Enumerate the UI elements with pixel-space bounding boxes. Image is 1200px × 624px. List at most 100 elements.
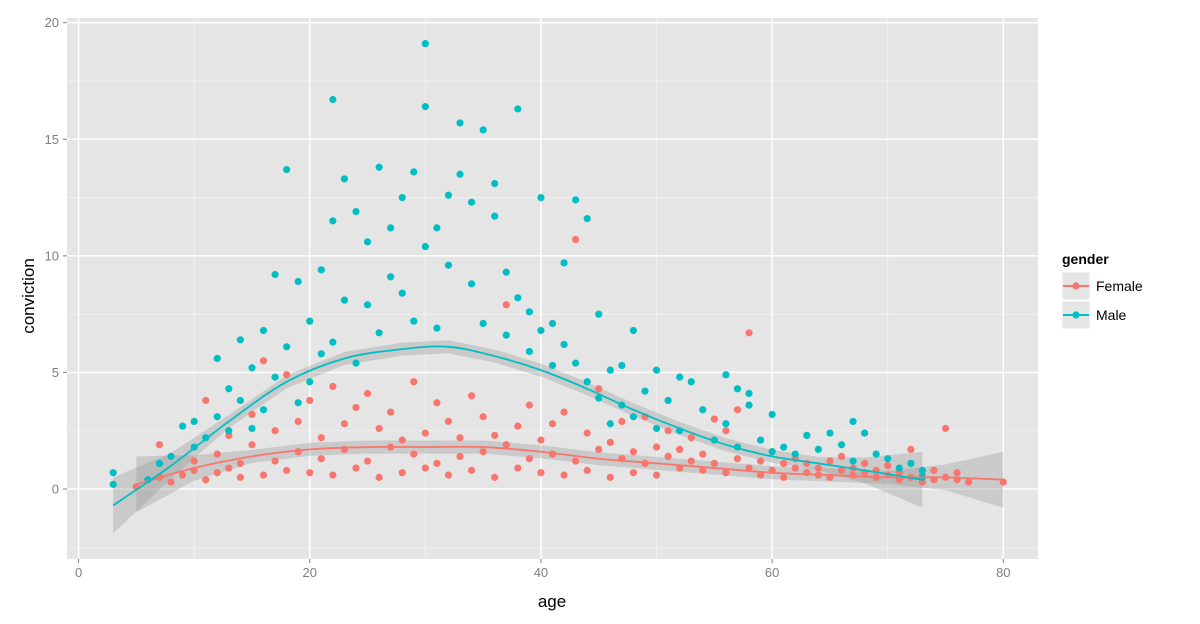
data-point-female bbox=[907, 445, 915, 454]
data-point-male bbox=[259, 326, 268, 335]
data-point-female bbox=[629, 448, 638, 456]
data-point-female bbox=[410, 450, 418, 458]
data-point-male bbox=[479, 319, 487, 328]
data-point-female bbox=[849, 471, 857, 479]
x-axis-title: age bbox=[538, 592, 566, 611]
data-point-male bbox=[283, 343, 291, 351]
y-tick-label: 15 bbox=[45, 132, 59, 147]
data-point-female bbox=[178, 471, 187, 479]
data-point-male bbox=[213, 354, 221, 363]
data-point-male bbox=[410, 317, 418, 325]
data-point-male bbox=[595, 310, 603, 318]
data-point-female bbox=[433, 399, 441, 407]
data-point-female bbox=[861, 459, 869, 467]
data-point-male bbox=[271, 270, 279, 279]
data-point-female bbox=[733, 455, 742, 463]
data-point-female bbox=[398, 436, 406, 444]
y-tick-label: 0 bbox=[52, 482, 59, 497]
data-point-male bbox=[236, 396, 244, 405]
data-point-female bbox=[572, 235, 580, 244]
data-point-male bbox=[259, 406, 268, 414]
data-point-female bbox=[236, 473, 244, 481]
data-point-female bbox=[687, 457, 695, 465]
data-point-male bbox=[803, 431, 811, 440]
data-point-female bbox=[941, 424, 950, 433]
data-point-female bbox=[271, 427, 279, 435]
data-point-male bbox=[387, 273, 395, 281]
data-point-female bbox=[837, 452, 846, 460]
x-tick-label: 60 bbox=[765, 565, 779, 580]
data-point-male bbox=[421, 103, 429, 111]
data-point-male bbox=[387, 224, 395, 232]
data-point-female bbox=[595, 445, 603, 454]
data-point-female bbox=[606, 473, 614, 481]
data-point-female bbox=[421, 464, 429, 472]
data-point-male bbox=[537, 326, 545, 335]
data-point-female bbox=[756, 471, 765, 479]
data-point-female bbox=[387, 408, 395, 416]
data-point-male bbox=[306, 378, 314, 386]
data-point-male bbox=[467, 198, 476, 206]
data-point-female bbox=[398, 469, 406, 477]
data-point-female bbox=[352, 464, 360, 472]
data-point-male bbox=[213, 413, 221, 421]
data-point-male bbox=[109, 480, 117, 488]
data-point-male bbox=[861, 429, 869, 437]
data-point-female bbox=[629, 469, 638, 477]
data-point-male bbox=[560, 259, 568, 267]
data-point-male bbox=[641, 387, 649, 395]
data-point-female bbox=[537, 436, 545, 444]
data-point-male bbox=[491, 212, 499, 220]
data-point-male bbox=[190, 417, 198, 426]
data-point-male bbox=[606, 366, 614, 374]
data-point-female bbox=[283, 371, 291, 379]
data-point-male bbox=[456, 119, 464, 127]
data-point-male bbox=[872, 450, 880, 458]
legend-dot-female bbox=[1072, 282, 1080, 290]
data-point-female bbox=[525, 455, 533, 463]
data-point-female bbox=[652, 471, 661, 479]
x-tick-label: 40 bbox=[534, 565, 548, 580]
data-point-male bbox=[722, 420, 730, 428]
data-point-male bbox=[548, 361, 557, 370]
data-point-female bbox=[167, 478, 175, 486]
data-point-male bbox=[525, 347, 533, 356]
data-point-male bbox=[410, 168, 418, 176]
data-point-female bbox=[884, 462, 892, 470]
data-point-female bbox=[664, 452, 672, 460]
data-point-male bbox=[294, 277, 302, 286]
data-point-male bbox=[283, 165, 291, 174]
x-tick-label: 80 bbox=[996, 565, 1010, 580]
data-point-female bbox=[467, 392, 476, 400]
legend-title: gender bbox=[1062, 251, 1109, 267]
data-point-female bbox=[548, 420, 557, 428]
data-point-male bbox=[375, 163, 383, 171]
data-point-male bbox=[907, 459, 915, 467]
data-point-female bbox=[190, 457, 198, 465]
data-point-female bbox=[271, 457, 279, 465]
data-point-male bbox=[340, 296, 349, 304]
data-point-male bbox=[352, 207, 360, 216]
y-axis-title: conviction bbox=[19, 258, 38, 334]
data-point-female bbox=[444, 471, 453, 479]
data-point-male bbox=[837, 441, 846, 449]
data-point-female bbox=[710, 459, 718, 467]
data-point-male bbox=[329, 96, 337, 104]
data-point-male bbox=[756, 436, 765, 444]
data-point-male bbox=[352, 359, 360, 367]
data-point-male bbox=[664, 396, 672, 405]
data-point-female bbox=[965, 478, 973, 486]
data-point-male bbox=[572, 359, 580, 367]
data-point-male bbox=[109, 469, 117, 477]
data-point-male bbox=[398, 193, 406, 202]
data-point-female bbox=[676, 445, 684, 454]
data-point-female bbox=[317, 434, 325, 442]
data-point-male bbox=[733, 385, 742, 393]
data-point-male bbox=[572, 196, 580, 204]
data-point-female bbox=[479, 413, 487, 421]
data-point-male bbox=[814, 445, 822, 454]
data-point-female bbox=[491, 473, 499, 481]
data-point-male bbox=[502, 331, 510, 339]
data-point-male bbox=[236, 336, 244, 344]
